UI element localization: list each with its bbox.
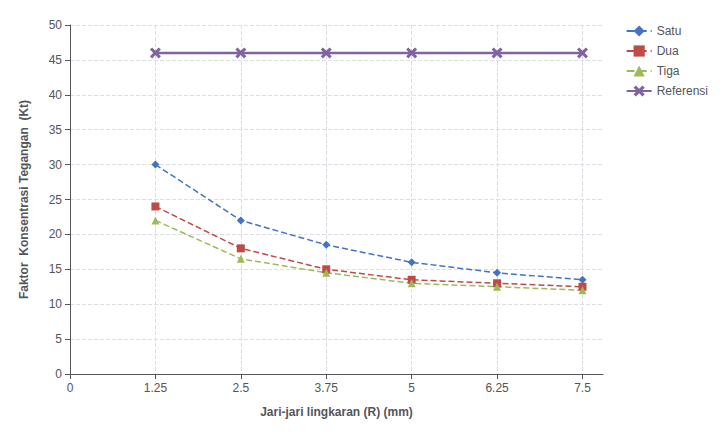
svg-text:0: 0 xyxy=(55,367,62,381)
svg-text:45: 45 xyxy=(49,53,63,67)
svg-text:Jari-jari lingkaran (R) (mm): Jari-jari lingkaran (R) (mm) xyxy=(260,405,413,419)
svg-text:Satu: Satu xyxy=(657,24,682,38)
svg-text:50: 50 xyxy=(49,18,63,32)
svg-text:15: 15 xyxy=(49,262,63,276)
svg-text:1.25: 1.25 xyxy=(144,381,168,395)
svg-text:0: 0 xyxy=(67,381,74,395)
svg-text:Dua: Dua xyxy=(657,44,679,58)
svg-text:40: 40 xyxy=(49,88,63,102)
svg-text:Referensi: Referensi xyxy=(657,84,708,98)
svg-text:20: 20 xyxy=(49,227,63,241)
svg-text:30: 30 xyxy=(49,158,63,172)
svg-text:25: 25 xyxy=(49,193,63,207)
svg-text:2.5: 2.5 xyxy=(232,381,249,395)
svg-text:5: 5 xyxy=(55,332,62,346)
svg-text:10: 10 xyxy=(49,297,63,311)
svg-text:35: 35 xyxy=(49,123,63,137)
svg-text:Tiga: Tiga xyxy=(657,64,680,78)
svg-text:6.25: 6.25 xyxy=(485,381,509,395)
svg-text:5: 5 xyxy=(408,381,415,395)
svg-text:3.75: 3.75 xyxy=(315,381,339,395)
svg-text:7.5: 7.5 xyxy=(574,381,591,395)
svg-text:Faktor Konsentrasi Tegangan: Faktor Konsentrasi Tegangan (Kt) xyxy=(17,100,31,299)
